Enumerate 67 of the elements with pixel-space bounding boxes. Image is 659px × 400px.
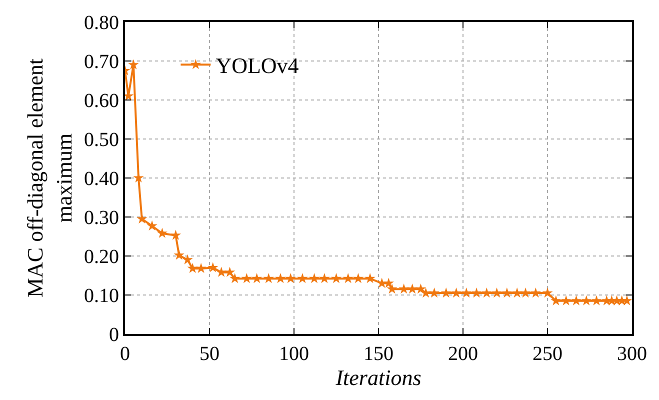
point xyxy=(415,284,426,294)
point xyxy=(512,287,522,298)
legend-label: YOLOv4 xyxy=(216,53,299,78)
point xyxy=(319,273,330,284)
point xyxy=(428,287,440,298)
x-tick-label: 200 xyxy=(448,343,478,365)
point xyxy=(196,262,206,274)
point xyxy=(542,287,553,298)
y-tick-label: 0.80 xyxy=(84,12,119,34)
point xyxy=(461,287,472,298)
point xyxy=(530,287,541,298)
point xyxy=(230,273,240,284)
x-tick-label: 300 xyxy=(617,343,647,365)
point xyxy=(156,228,168,238)
point xyxy=(450,287,462,298)
point xyxy=(208,262,218,272)
point xyxy=(520,287,531,298)
point xyxy=(550,295,562,306)
point xyxy=(376,278,388,288)
point xyxy=(386,284,398,294)
point xyxy=(297,273,308,284)
y-tick-label: 0.50 xyxy=(84,129,119,151)
point xyxy=(440,287,452,298)
y-tick-label: 0.40 xyxy=(84,168,119,190)
point xyxy=(406,284,418,294)
y-tick-label: 0 xyxy=(109,324,119,346)
point xyxy=(491,287,502,298)
point xyxy=(263,273,274,284)
point xyxy=(591,295,602,306)
point xyxy=(128,59,139,70)
point xyxy=(174,250,184,260)
point xyxy=(364,273,376,284)
y-tick-label: 0.30 xyxy=(84,207,119,229)
y-tick-label: 0.10 xyxy=(84,285,119,307)
point xyxy=(352,273,364,284)
point xyxy=(383,278,394,288)
point xyxy=(182,254,193,264)
point xyxy=(330,273,342,284)
point xyxy=(560,295,572,306)
point xyxy=(342,273,354,284)
x-tick-label: 100 xyxy=(279,343,309,365)
x-tick-label: 50 xyxy=(200,343,220,365)
point xyxy=(224,266,236,277)
point xyxy=(502,287,512,298)
y-tick-label: 0.60 xyxy=(84,90,119,112)
y-axis-title: MAC off-diagonal element maximum xyxy=(22,58,76,298)
x-tick-label: 150 xyxy=(364,343,394,365)
point xyxy=(146,220,158,230)
point xyxy=(471,287,482,298)
y-tick-label: 0.70 xyxy=(84,51,119,73)
point xyxy=(241,273,252,284)
point xyxy=(570,295,582,306)
y-tick-label: 0.20 xyxy=(84,246,119,268)
point xyxy=(285,273,296,284)
point xyxy=(216,266,227,277)
x-tick-label: 250 xyxy=(532,343,562,365)
point xyxy=(481,287,492,298)
point xyxy=(251,273,262,284)
point xyxy=(581,295,592,306)
point xyxy=(170,230,182,240)
x-axis-title: Iterations xyxy=(334,365,422,390)
point xyxy=(308,273,320,284)
point xyxy=(275,273,286,284)
point xyxy=(420,287,432,298)
point xyxy=(187,262,198,274)
point xyxy=(622,295,632,306)
point xyxy=(398,284,410,294)
